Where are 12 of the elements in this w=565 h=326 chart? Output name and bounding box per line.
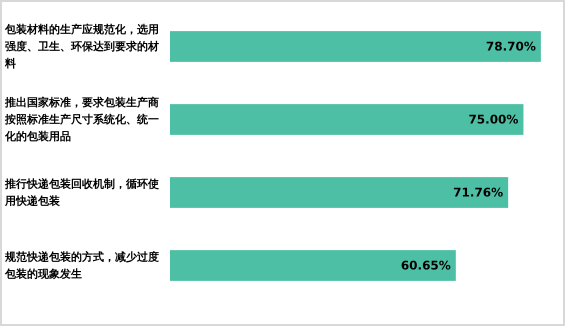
bar — [170, 31, 541, 62]
y-tick-label: 推出国家标准，要求包装生产商按照标准生产尺寸系统化、统一化的包装用品 — [4, 96, 159, 143]
y-tick-label: 规范快递包装的方式，减少过度包装的现象发生 — [4, 250, 159, 280]
data-label: 78.70% — [486, 40, 536, 54]
bar — [170, 104, 524, 135]
data-label: 75.00% — [468, 112, 518, 126]
bar — [170, 177, 508, 208]
data-label: 60.65% — [400, 258, 451, 272]
bar — [170, 250, 456, 281]
y-tick-label: 推行快递包装回收机制，循环使用快递包装 — [4, 178, 159, 208]
data-label: 71.76% — [453, 186, 504, 200]
y-tick-label: 包装材料的生产应规范化，选用强度、卫生、环保达到要求的材料 — [4, 23, 159, 70]
